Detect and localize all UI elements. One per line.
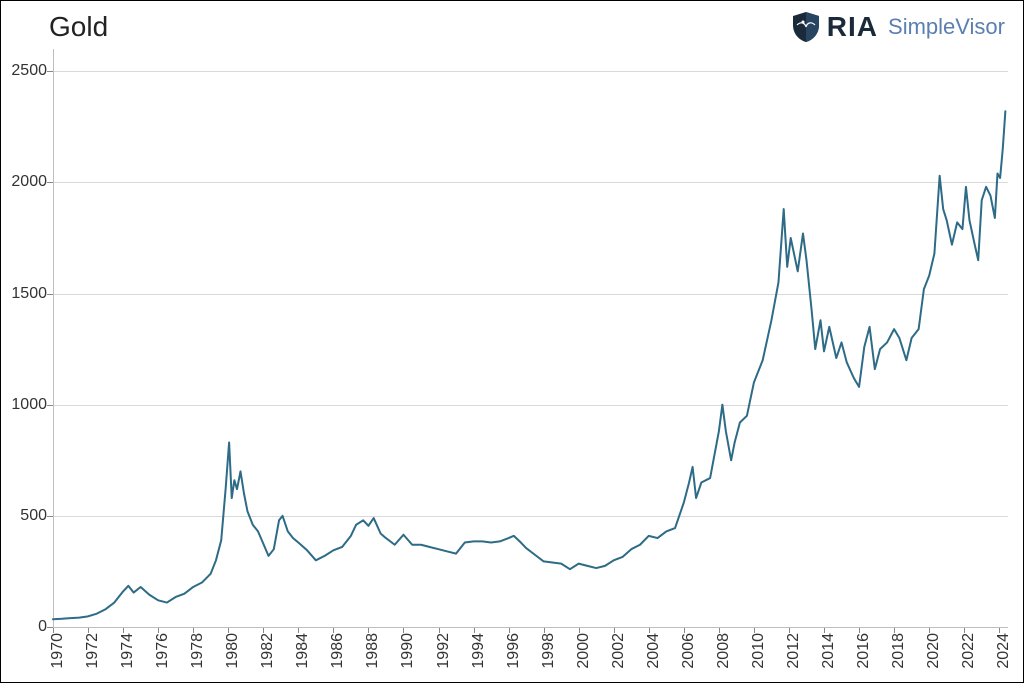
series-layer — [53, 49, 1008, 627]
x-tick-label: 1992 — [435, 633, 453, 669]
y-tick-label: 0 — [38, 618, 47, 636]
x-tick-label: 1998 — [540, 633, 558, 669]
x-tick-label: 1972 — [84, 633, 102, 669]
chart-frame: Gold RIA SimpleVisor 0500100015002000250… — [0, 0, 1024, 683]
x-tick-label: 1996 — [505, 633, 523, 669]
x-tick-label: 1994 — [470, 633, 488, 669]
x-tick-label: 2000 — [575, 633, 593, 669]
x-tick-label: 1970 — [49, 633, 67, 669]
brand-simplevisor-text: SimpleVisor — [888, 14, 1005, 40]
x-tick-label: 2010 — [750, 633, 768, 669]
x-tick-label: 1982 — [259, 633, 277, 669]
x-tick-label: 2012 — [785, 633, 803, 669]
x-tick-label: 1988 — [364, 633, 382, 669]
x-tick-label: 2008 — [715, 633, 733, 669]
brand-ria-text: RIA — [827, 11, 878, 43]
brand-block: RIA SimpleVisor — [791, 11, 1005, 43]
y-tick-label: 500 — [20, 507, 47, 525]
gold-price-line — [53, 111, 1005, 619]
y-tick-label: 1000 — [11, 396, 47, 414]
x-tick-label: 1990 — [399, 633, 417, 669]
x-tick-label: 1978 — [189, 633, 207, 669]
x-axis-line — [53, 627, 1008, 628]
x-tick-label: 1980 — [224, 633, 242, 669]
y-tick-label: 1500 — [11, 285, 47, 303]
x-tick-label: 2022 — [960, 633, 978, 669]
plot-area: 0500100015002000250019701972197419761978… — [53, 49, 1008, 627]
x-tick-label: 2024 — [995, 633, 1013, 669]
x-tick-label: 2004 — [645, 633, 663, 669]
x-tick-label: 2014 — [820, 633, 838, 669]
chart-title: Gold — [49, 11, 108, 43]
x-tick-label: 1986 — [329, 633, 347, 669]
x-tick-label: 1984 — [294, 633, 312, 669]
y-tick-label: 2000 — [11, 173, 47, 191]
x-tick-label: 2006 — [680, 633, 698, 669]
x-tick-label: 2020 — [925, 633, 943, 669]
y-tick-label: 2500 — [11, 62, 47, 80]
x-tick-label: 1976 — [154, 633, 172, 669]
x-tick-label: 2018 — [890, 633, 908, 669]
ria-shield-icon — [791, 11, 821, 43]
x-tick-label: 2002 — [610, 633, 628, 669]
x-tick-label: 2016 — [855, 633, 873, 669]
x-tick-label: 1974 — [119, 633, 137, 669]
